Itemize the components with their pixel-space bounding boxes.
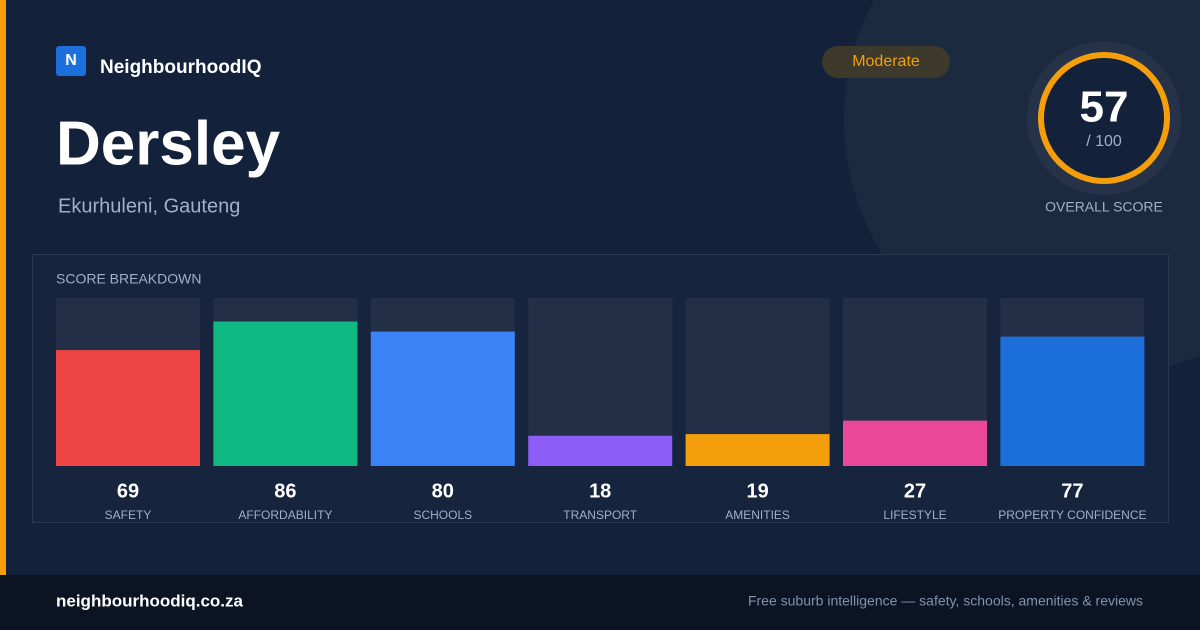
score-ring [1038, 52, 1170, 184]
category-label: TRANSPORT [563, 508, 637, 522]
category-label: LIFESTYLE [883, 508, 946, 522]
bar [528, 435, 673, 466]
footer-url: neighbourhoodiq.co.za [56, 591, 244, 610]
bar [370, 331, 515, 466]
bar [843, 420, 987, 466]
value-label: 27 [904, 480, 926, 502]
score-label: OVERALL SCORE [1045, 199, 1163, 215]
footer-tagline: Free suburb intelligence — safety, schoo… [748, 593, 1143, 609]
score-max: / 100 [1086, 133, 1122, 150]
logo [56, 46, 86, 76]
brand: NeighbourhoodIQ [100, 57, 261, 78]
value-label: 80 [432, 480, 454, 502]
category-label: SCHOOLS [413, 508, 472, 522]
chart-title: SCORE BREAKDOWN [56, 271, 201, 287]
footer [0, 575, 1200, 630]
bar [1000, 336, 1145, 466]
value-label: 69 [117, 480, 139, 502]
accent-strip [0, 0, 6, 575]
location: Ekurhuleni, Gauteng [58, 195, 240, 217]
logo-letter: N [65, 52, 77, 69]
category-label: AFFORDABILITY [238, 508, 332, 522]
category-label: SAFETY [105, 508, 152, 522]
badge-text: Moderate [852, 53, 920, 70]
suburb-name: Dersley [56, 109, 281, 178]
badge [822, 46, 950, 78]
category-label: PROPERTY CONFIDENCE [998, 508, 1146, 522]
value-label: 18 [589, 480, 611, 502]
value-label: 77 [1061, 480, 1083, 502]
overall-score: 57 [1080, 83, 1129, 132]
value-label: 19 [746, 480, 768, 502]
bar [56, 350, 200, 466]
category-label: AMENITIES [725, 508, 790, 522]
bar [685, 434, 830, 466]
bar [213, 321, 358, 466]
value-label: 86 [274, 480, 296, 502]
